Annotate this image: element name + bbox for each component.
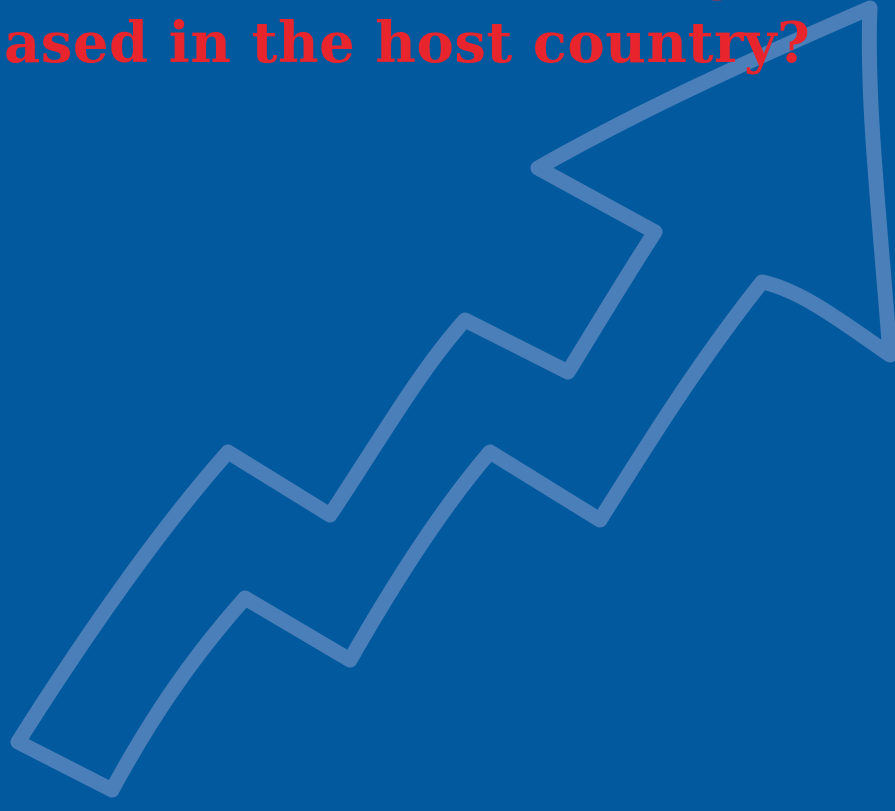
- arrow-outline: [10, 0, 895, 798]
- headline: g ased in the host country?: [0, 0, 895, 80]
- headline-line-1: g: [700, 0, 895, 6]
- headline-line-2: ased in the host country?: [4, 10, 811, 76]
